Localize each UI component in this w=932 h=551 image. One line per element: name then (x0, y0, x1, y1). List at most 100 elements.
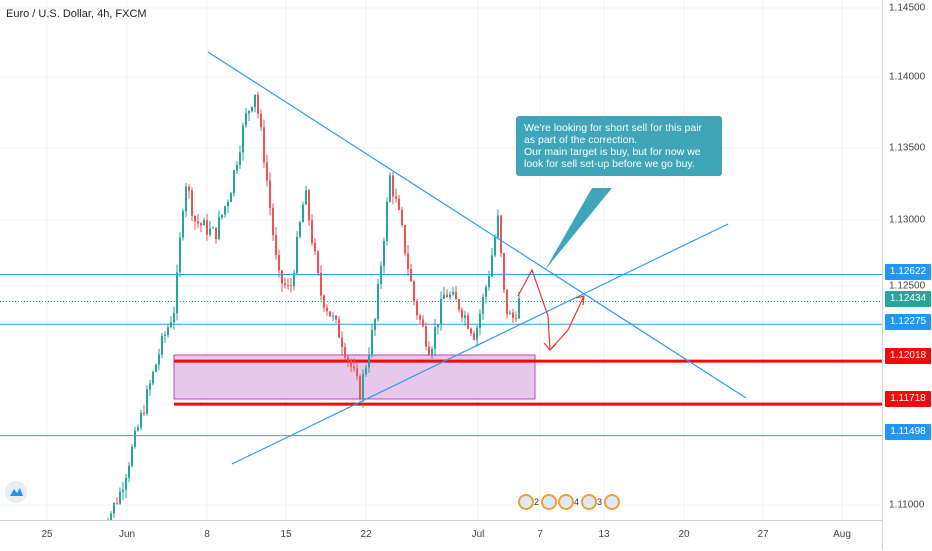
candle-body (185, 186, 187, 212)
callout-line-4: look for sell set-up before we go buy. (524, 158, 695, 170)
candle-body (254, 94, 256, 108)
event-flag-us-icon[interactable] (541, 494, 558, 510)
candle-body (353, 366, 355, 369)
candle-body (302, 204, 304, 223)
candle-body (197, 221, 199, 224)
candle-body (176, 272, 178, 314)
candle-body (458, 299, 460, 310)
candle-body (227, 202, 229, 207)
price-tick: 1.13500 (889, 142, 926, 154)
candle-body (356, 368, 358, 377)
candle-body (233, 170, 235, 194)
candle-body (404, 225, 406, 254)
candle-body (506, 289, 508, 315)
candle-body (317, 251, 319, 273)
time-axis[interactable]: 25 Jun 8 15 22 Jul 7 13 20 27 Aug (0, 520, 882, 551)
candle-body (146, 389, 148, 414)
callout-pointer (545, 188, 612, 270)
tradingview-logo-icon[interactable] (5, 481, 27, 503)
candle-body (236, 164, 238, 171)
candle-body (311, 220, 313, 244)
candle-body (137, 427, 139, 431)
candle-body (278, 255, 280, 271)
candle-body (347, 357, 349, 361)
candle-body (200, 223, 202, 226)
candle-body (263, 127, 265, 163)
candle-body (461, 309, 463, 318)
candle-body (449, 294, 451, 298)
candle-body (389, 175, 391, 202)
candle-body (467, 315, 469, 329)
candle-body (338, 319, 340, 338)
candle-body (191, 190, 193, 216)
candle-body (248, 110, 250, 114)
candle-body (512, 312, 514, 319)
candle-body (431, 348, 433, 355)
candle-body (119, 491, 121, 504)
candle-body (113, 502, 115, 514)
candle-body (386, 201, 388, 242)
candle-body (362, 374, 364, 400)
event-flag-us-icon[interactable] (581, 494, 598, 510)
candle-body (407, 253, 409, 269)
candle-body (515, 318, 517, 320)
candle-body (266, 162, 268, 181)
candle-body (341, 337, 343, 348)
candle-body (497, 215, 499, 238)
event-flag-us-icon[interactable] (604, 494, 621, 510)
event-flag-us-icon[interactable] (558, 494, 575, 510)
candle-body (380, 266, 382, 285)
event-flag-eu-icon[interactable] (518, 494, 534, 510)
candle-body (284, 283, 286, 286)
candle-body (440, 298, 442, 325)
candle-body (221, 214, 223, 218)
candle-body (488, 276, 490, 288)
candle-body (485, 287, 487, 297)
analysis-callout[interactable]: We're looking for short sell for this pa… (516, 116, 722, 176)
candle-body (464, 315, 466, 318)
candle-body (140, 412, 142, 428)
candle-body (479, 313, 481, 328)
candle-body (281, 270, 283, 284)
candle-body (326, 307, 328, 312)
arrowhead-up (575, 295, 585, 306)
price-tick: 1.13000 (889, 214, 926, 226)
time-tick: 20 (678, 529, 690, 540)
candle-body (329, 311, 331, 317)
candle-body (434, 327, 436, 349)
time-tick: Jun (118, 529, 136, 540)
time-tick: 8 (204, 529, 210, 540)
candle-body (293, 272, 295, 287)
event-count-1: 2 (534, 497, 540, 507)
candle-body (134, 430, 136, 447)
projection-arrow-down (517, 268, 551, 351)
price-tag-zone-top: 1.12018 (885, 348, 931, 364)
candle-body (320, 272, 322, 296)
candle-body (359, 376, 361, 400)
candle-body (218, 217, 220, 239)
candle-body (383, 241, 385, 267)
time-tick: 7 (537, 529, 543, 540)
candle-body (428, 346, 430, 355)
candle-body (476, 327, 478, 340)
candle-body (323, 295, 325, 308)
candle-body (128, 465, 130, 478)
candle-body (299, 222, 301, 237)
candle-body (110, 513, 112, 520)
candle-body (287, 285, 289, 287)
candle-body (143, 412, 145, 414)
candle-body (410, 268, 412, 282)
economic-events[interactable]: 2 4 3 (518, 490, 621, 514)
chart-area[interactable]: Euro / U.S. Dollar, 4h, FXCM We're looki… (0, 0, 882, 520)
candle-body (122, 489, 124, 492)
candle-body (212, 227, 214, 229)
candle-body (509, 312, 511, 315)
candle-body (350, 360, 352, 367)
candle-body (179, 237, 181, 273)
price-axis[interactable]: 1.14500 1.14000 1.13500 1.13000 1.12500 … (882, 0, 932, 550)
candle-body (419, 315, 421, 320)
callout-line-3: Our main target is buy, but for now we (524, 146, 701, 158)
candle-body (167, 327, 169, 336)
candlestick-chart[interactable] (0, 0, 882, 520)
candle-body (377, 284, 379, 320)
